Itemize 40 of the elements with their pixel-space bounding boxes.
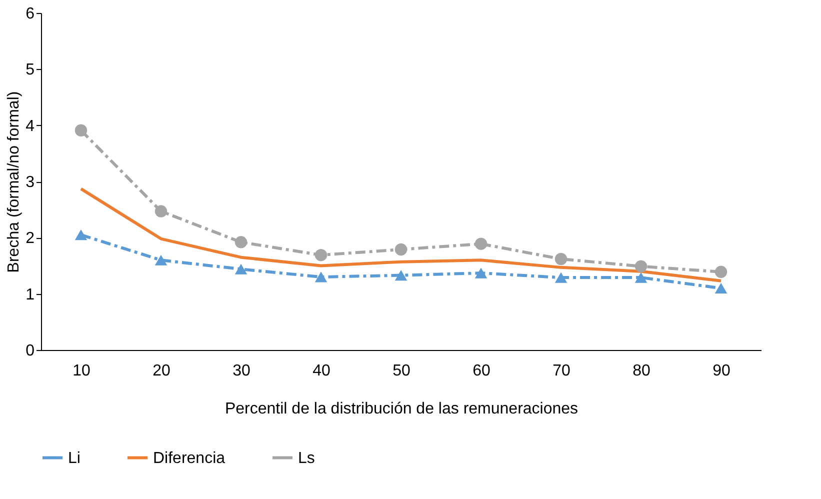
x-tick-label: 50: [392, 362, 410, 380]
point: [474, 238, 488, 250]
y-tick-label: 4: [26, 118, 35, 135]
line-series: [80, 187, 722, 282]
point: [234, 236, 248, 248]
point: [74, 124, 88, 136]
y-tick-label: 2: [26, 230, 35, 248]
point: [554, 252, 568, 266]
x-tick-label: 90: [712, 362, 730, 380]
point: [474, 268, 488, 278]
x-tick-label: 60: [472, 362, 490, 380]
x-tick-label: 30: [232, 362, 250, 380]
legend-label: Diferencia: [153, 450, 226, 467]
point: [394, 243, 408, 256]
point: [314, 248, 328, 262]
y-tick-label: 0: [26, 342, 35, 360]
point: [314, 272, 328, 282]
x-tick-label: 80: [632, 362, 650, 380]
legend-label: Ls: [298, 450, 315, 467]
point: [234, 264, 248, 274]
x-tick-label: 70: [552, 362, 570, 380]
x-tick-label: 10: [72, 362, 90, 380]
point: [714, 282, 728, 294]
x-axis-title: Percentil de la distribución de las remuneraciones: [224, 400, 578, 418]
point: [394, 270, 408, 281]
point: [634, 260, 648, 272]
point: [154, 254, 168, 266]
point: [74, 230, 88, 240]
y-axis-title: Brecha (formal/no formal): [6, 91, 23, 273]
point: [554, 272, 568, 283]
point: [634, 272, 648, 283]
legend-label: Li: [68, 450, 80, 467]
y-tick-label: 6: [26, 6, 35, 22]
x-tick-label: 40: [312, 362, 330, 380]
y-tick-label: 5: [26, 62, 35, 79]
x-tick-label: 20: [152, 362, 170, 380]
y-tick-label: 1: [26, 286, 35, 304]
point: [154, 205, 168, 218]
y-tick-label: 3: [26, 174, 35, 191]
point: [714, 266, 728, 278]
